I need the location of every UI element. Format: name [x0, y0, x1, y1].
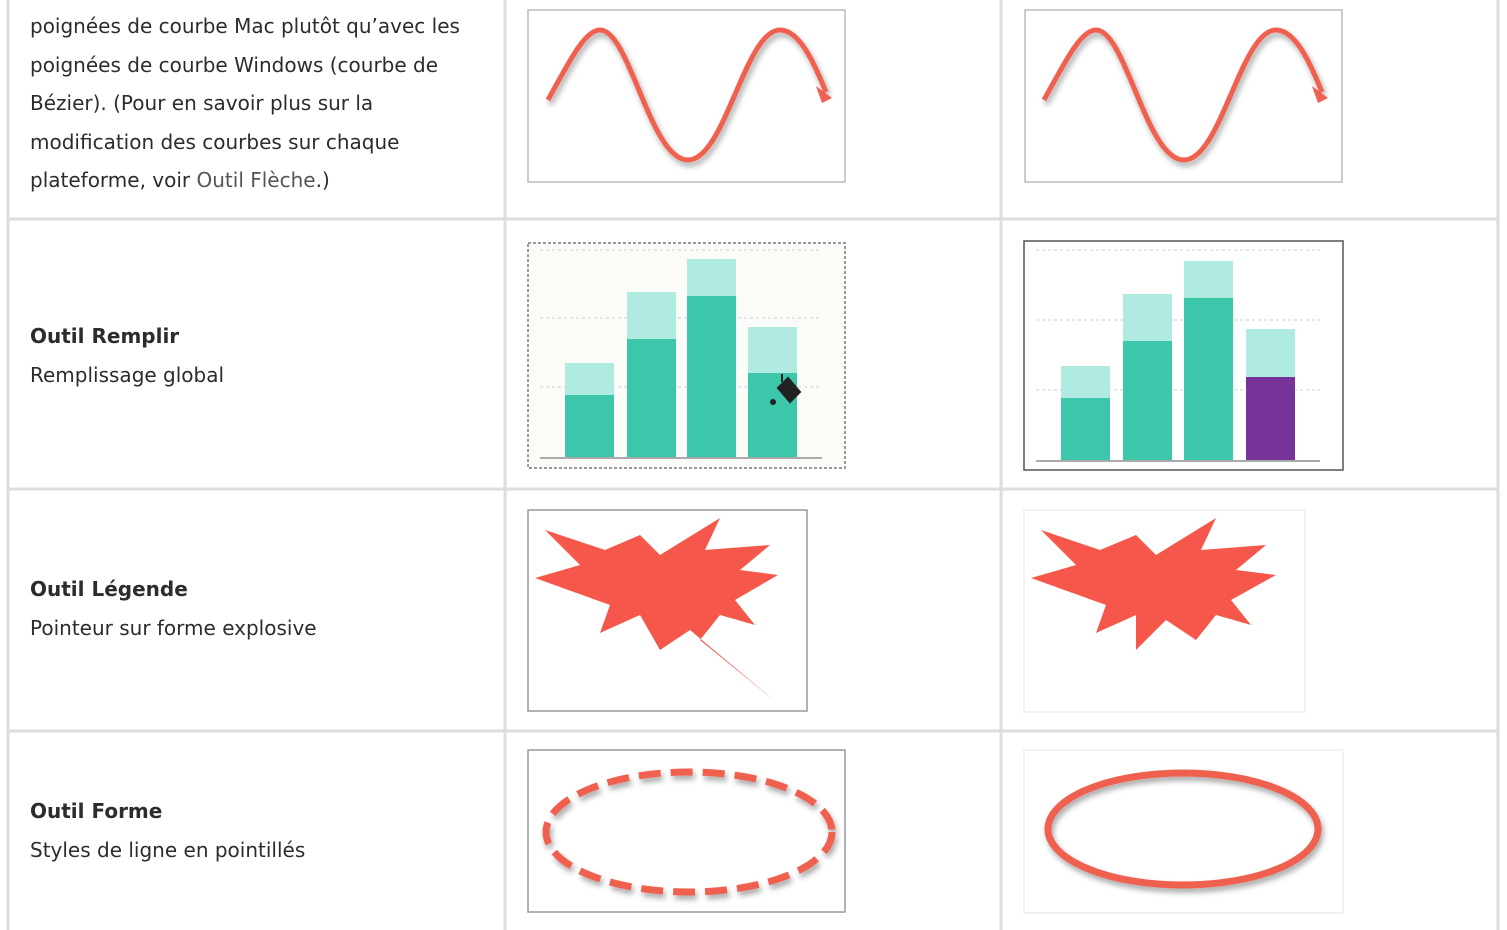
ellipse-images [527, 749, 1344, 914]
cell-text: Outil Forme Styles de ligne en pointillés [30, 792, 490, 869]
tool-desc: Styles de ligne en pointillés [30, 837, 306, 862]
tool-name: Outil Remplir [30, 324, 180, 348]
burst-images [527, 509, 1306, 713]
curve-images [527, 9, 1343, 183]
tool-name: Outil Forme [30, 799, 163, 823]
cell-text: Outil Remplir Remplissage global [30, 317, 490, 394]
cell-text: poignées de courbe Mac plutôt qu’avec le… [30, 7, 490, 200]
bar-images [527, 240, 1344, 471]
cell-text: Outil Légende Pointeur sur forme explosiv… [30, 570, 490, 647]
text: .) [315, 168, 330, 192]
tool-desc: Pointeur sur forme explosive [30, 615, 317, 640]
tool-name: Outil Légende [30, 577, 188, 601]
text: poignées de courbe Mac plutôt qu’avec le… [30, 14, 460, 192]
table-borders [6, 0, 1500, 930]
link[interactable]: Outil Flèche [196, 168, 316, 192]
tool-desc: Remplissage global [30, 362, 225, 387]
